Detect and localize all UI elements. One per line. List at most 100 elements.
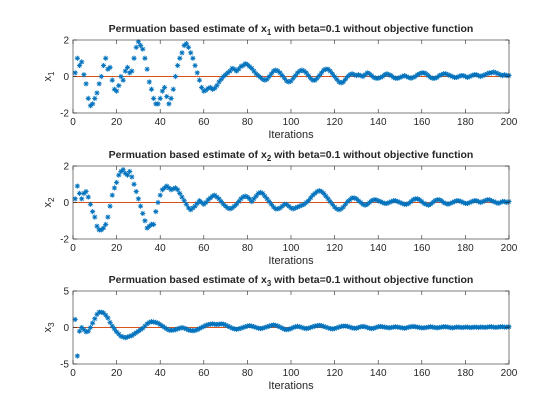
data-point — [94, 311, 100, 317]
data-point — [277, 205, 283, 211]
data-point — [203, 87, 209, 93]
data-point — [201, 201, 207, 207]
data-point — [183, 41, 189, 47]
data-point — [227, 206, 233, 212]
data-point — [360, 73, 366, 80]
data-point — [401, 72, 407, 79]
y-axis-label-group: x3 — [42, 322, 56, 333]
data-point — [257, 74, 264, 81]
x-tick-label: 60 — [198, 243, 210, 254]
data-point — [118, 333, 124, 339]
data-point — [240, 324, 246, 331]
data-point — [188, 50, 194, 56]
data-point — [412, 73, 418, 80]
data-point — [336, 324, 342, 330]
data-point — [279, 203, 285, 209]
data-point — [355, 72, 362, 78]
data-point — [314, 188, 320, 195]
data-point — [297, 203, 303, 209]
data-point — [478, 199, 484, 206]
data-point — [181, 42, 187, 49]
data-point — [491, 69, 497, 75]
x-tick-label: 100 — [283, 243, 300, 254]
data-point — [183, 201, 189, 207]
x-tick-label: 140 — [370, 117, 387, 128]
data-point — [151, 95, 157, 101]
data-point — [223, 322, 229, 328]
data-point — [375, 198, 381, 204]
x-tick-label: 80 — [242, 243, 254, 254]
data-point — [244, 194, 250, 200]
x-tick-label: 20 — [111, 117, 123, 128]
data-point — [268, 71, 274, 77]
data-point — [497, 72, 503, 78]
data-point — [146, 79, 152, 85]
data-point — [135, 328, 141, 334]
data-point — [336, 79, 342, 85]
data-point — [175, 187, 181, 193]
data-point — [142, 323, 148, 329]
data-point — [87, 324, 94, 331]
data-point — [114, 329, 120, 335]
data-point — [223, 72, 229, 78]
data-point — [212, 192, 218, 198]
data-point — [421, 70, 427, 76]
data-point — [87, 103, 94, 109]
data-point — [458, 198, 464, 205]
data-point — [153, 209, 159, 215]
data-point — [175, 62, 181, 69]
data-point — [421, 200, 427, 207]
data-point — [253, 193, 259, 199]
data-point — [275, 68, 281, 74]
data-point — [410, 197, 416, 203]
data-point — [353, 72, 359, 79]
data-point — [205, 85, 211, 91]
data-point — [94, 223, 100, 229]
data-point — [502, 72, 508, 78]
subplot-1: 0 20 40 60 80 100 120 140 160 180 200-202Permuatio… — [42, 23, 518, 141]
data-point — [227, 324, 233, 330]
data-point — [290, 75, 296, 81]
data-point — [242, 324, 248, 330]
x-tick-label: 20 — [111, 243, 123, 254]
data-point — [430, 199, 436, 206]
data-point — [172, 185, 179, 191]
data-point — [225, 205, 231, 211]
data-point — [100, 225, 107, 231]
data-point — [469, 198, 475, 205]
data-point — [98, 73, 104, 80]
data-point — [124, 64, 131, 70]
data-point — [201, 323, 207, 330]
data-point — [447, 72, 453, 79]
data-point — [111, 185, 118, 191]
data-points — [72, 309, 512, 359]
data-point — [321, 323, 327, 330]
x-tick-label: 0 — [70, 368, 76, 379]
data-point — [369, 198, 375, 204]
data-point — [290, 206, 296, 212]
data-point — [403, 201, 410, 207]
data-point — [460, 199, 466, 206]
data-point — [460, 72, 466, 79]
data-point — [318, 188, 325, 195]
data-point — [362, 324, 368, 330]
data-point — [390, 74, 397, 81]
data-point — [103, 55, 109, 61]
data-point — [297, 68, 303, 74]
data-point — [364, 201, 370, 207]
x-tick-label: 60 — [198, 368, 210, 379]
data-point — [179, 50, 185, 56]
data-point — [464, 74, 471, 81]
data-point — [107, 64, 113, 70]
data-point — [292, 72, 298, 79]
data-point — [417, 197, 423, 203]
data-point — [257, 189, 264, 196]
data-point — [299, 324, 305, 331]
data-point — [98, 309, 104, 315]
data-point — [327, 68, 333, 74]
data-point — [127, 70, 133, 76]
x-tick-label: 40 — [155, 368, 167, 379]
data-point — [321, 190, 327, 196]
data-point — [111, 326, 118, 332]
y-tick-label: 0 — [63, 198, 69, 209]
